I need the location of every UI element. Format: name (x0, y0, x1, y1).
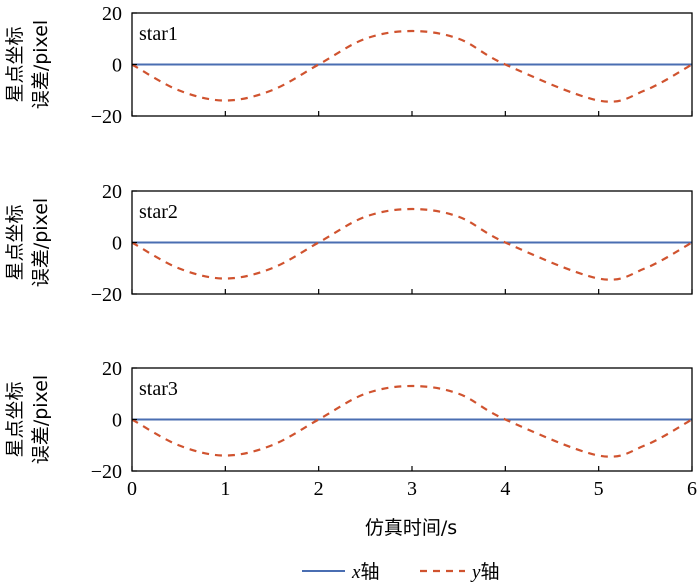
x-tick-label: 0 (127, 478, 137, 500)
legend-y-suffix: 轴 (480, 561, 499, 583)
panel-label: star2 (139, 201, 178, 223)
panel-label: star1 (139, 23, 178, 45)
y-axis-label: 星点坐标 误差/pixel (4, 198, 52, 287)
x-tick-label: 6 (687, 478, 697, 500)
x-tick-label: 5 (594, 478, 604, 500)
y-axis-label-line1: 星点坐标 (4, 26, 26, 102)
y-tick-label: 0 (112, 410, 122, 432)
y-tick-label: 20 (102, 3, 122, 25)
y-tick-label: −20 (91, 106, 122, 128)
x-axis-label: 仿真时间/s (365, 517, 457, 539)
panel-star2: 20 0 −20 star2 星点坐标 误差/pixel (4, 181, 693, 306)
y-axis-label: 星点坐标 误差/pixel (4, 375, 52, 464)
y-tick-label: −20 (91, 461, 122, 483)
star3-y-axis-line (131, 384, 693, 458)
legend-x-suffix: 轴 (360, 561, 379, 583)
y-tick-label: 0 (112, 55, 122, 77)
y-axis-label-line2: 误差/pixel (30, 375, 52, 464)
y-axis-label: 星点坐标 误差/pixel (4, 20, 52, 109)
y-tick-label: 20 (102, 358, 122, 380)
y-tick-label: −20 (91, 284, 122, 306)
x-tick-label: 4 (500, 478, 510, 500)
legend-y-label: y轴 (470, 561, 499, 583)
legend-x-var: x (351, 562, 361, 583)
x-tick-label: 1 (220, 478, 230, 500)
legend-x-label: x轴 (351, 561, 379, 583)
star1-y-axis-line (131, 29, 693, 103)
star2-y-axis-line (131, 207, 693, 281)
legend: x轴 y轴 (302, 561, 499, 583)
x-tick-label: 3 (407, 478, 417, 500)
y-tick-label: 20 (102, 181, 122, 203)
y-axis-label-line1: 星点坐标 (4, 381, 26, 457)
panel-label: star3 (139, 378, 178, 400)
y-axis-label-line1: 星点坐标 (4, 204, 26, 280)
y-tick-label: 0 (112, 233, 122, 255)
y-axis-label-line2: 误差/pixel (30, 20, 52, 109)
legend-y-var: y (470, 562, 481, 583)
panel-star1: 20 0 −20 star1 星点坐标 误差/pixel (4, 3, 693, 128)
x-tick-label: 2 (314, 478, 324, 500)
panel-star3: 20 0 −20 star3 星点坐标 误差/pixel (4, 358, 693, 483)
y-axis-label-line2: 误差/pixel (30, 198, 52, 287)
